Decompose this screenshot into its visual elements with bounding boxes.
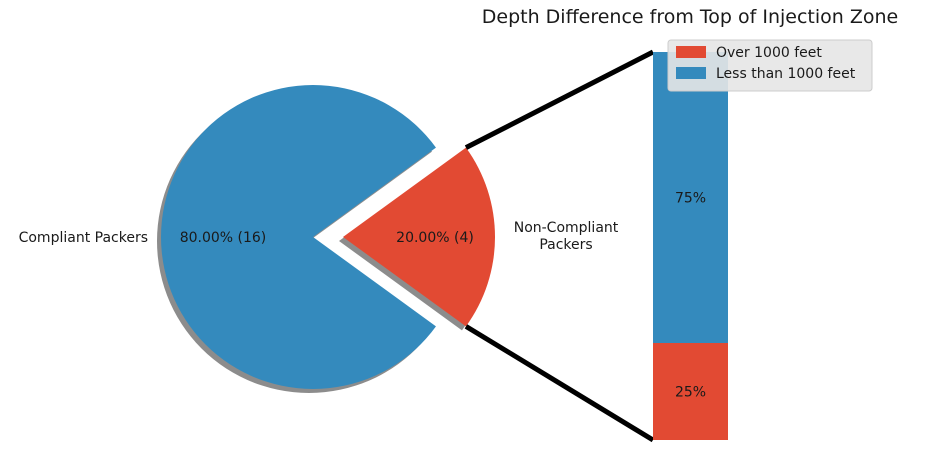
connector-top bbox=[464, 49, 655, 150]
pie-slice-compliant bbox=[161, 84, 436, 389]
pie-slice-noncompliant bbox=[343, 147, 495, 327]
bar-segment-label: 25% bbox=[675, 385, 706, 401]
legend-box bbox=[667, 39, 873, 92]
legend-label: Over 1000 feet bbox=[716, 45, 822, 61]
connector-bottom bbox=[464, 324, 655, 443]
bar-segment-label: 75% bbox=[675, 191, 706, 207]
pie-label-compliant: Compliant Packers bbox=[19, 230, 148, 246]
legend-swatch bbox=[676, 67, 706, 79]
legend-label: Less than 1000 feet bbox=[716, 66, 856, 82]
pie-pct-compliant: 80.00% (16) bbox=[180, 230, 267, 246]
stacked-bar-chart: 25% 75% bbox=[653, 52, 728, 440]
legend-swatch bbox=[676, 46, 706, 58]
pie-pct-noncompliant: 20.00% (4) bbox=[396, 230, 474, 246]
connector-lines bbox=[464, 49, 655, 443]
bar-segment-over-1000 bbox=[653, 343, 728, 440]
pie-label-noncompliant-line: Packers bbox=[539, 237, 592, 253]
bar-chart-title: Depth Difference from Top of Injection Z… bbox=[482, 6, 898, 28]
pie-label-noncompliant-line: Non-Compliant bbox=[514, 220, 619, 236]
pie-chart: Compliant Packers 80.00% (16) 20.00% (4) No… bbox=[19, 84, 619, 389]
legend: Over 1000 feet Less than 1000 feet bbox=[667, 39, 873, 92]
bar-segment-under-1000 bbox=[653, 52, 728, 343]
